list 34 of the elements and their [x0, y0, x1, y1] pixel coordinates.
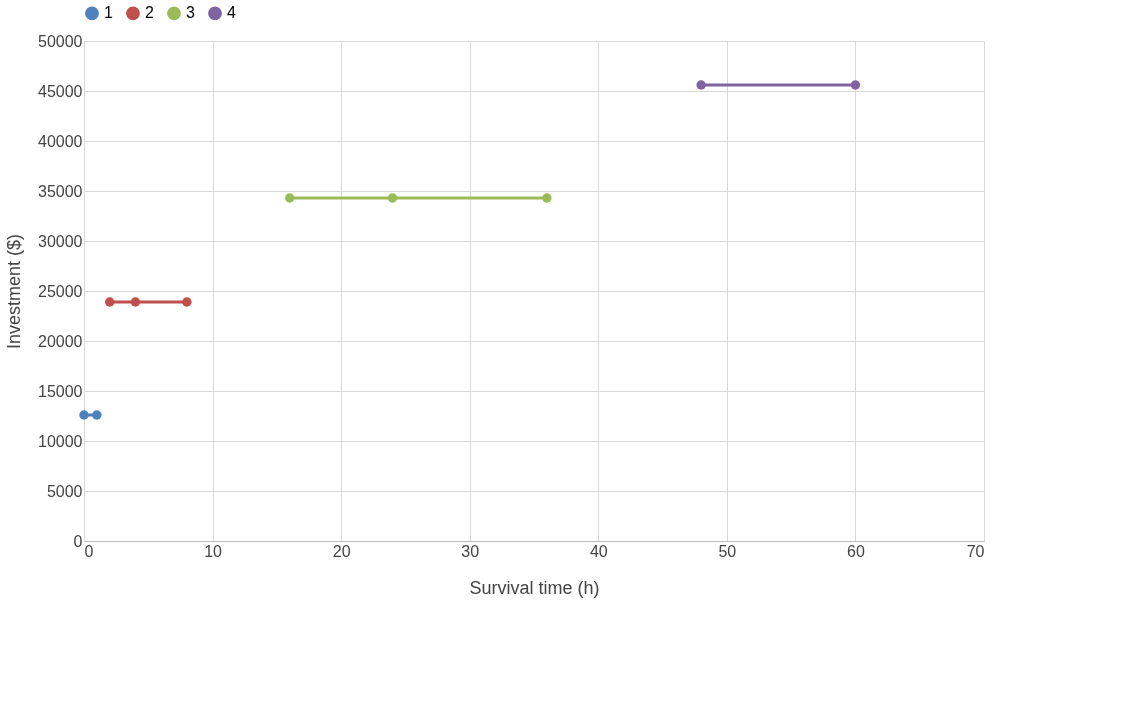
y-tick-label: 5000: [46, 482, 83, 500]
x-tick-label: 30: [461, 542, 480, 560]
point: [542, 193, 552, 203]
point: [182, 297, 192, 307]
legend-label: 2: [145, 4, 154, 22]
legend-label: 3: [186, 4, 195, 22]
legend-label: 4: [227, 4, 236, 22]
y-tick-label: 15000: [38, 382, 83, 400]
point: [284, 193, 295, 203]
point: [387, 193, 398, 203]
point: [92, 410, 102, 420]
point: [850, 80, 861, 90]
point: [79, 410, 89, 420]
x-tick-label: 60: [847, 542, 865, 560]
point: [696, 80, 706, 90]
x-axis-title: Survival time (h): [469, 577, 600, 598]
y-axis-title: Investment ($): [4, 233, 25, 350]
y-tick-label: 20000: [38, 332, 83, 350]
legend-label: 1: [104, 4, 113, 22]
point: [130, 297, 141, 307]
y-tick-label: 35000: [38, 182, 83, 200]
y-tick-label: 40000: [38, 132, 83, 150]
point: [104, 297, 115, 307]
x-tick-label: 10: [204, 542, 223, 560]
y-tick-label: 25000: [38, 282, 83, 300]
y-tick-label: 30000: [38, 232, 83, 250]
y-tick-label: 45000: [38, 82, 83, 100]
x-tick-label: 40: [589, 542, 608, 560]
x-tick-label: 70: [966, 542, 985, 560]
y-tick-label: 10000: [38, 432, 83, 450]
x-tick-label: 0: [84, 542, 94, 560]
x-tick-label: 50: [718, 542, 737, 560]
x-tick-label: 20: [332, 542, 351, 560]
y-tick-label: 50000: [38, 32, 83, 50]
